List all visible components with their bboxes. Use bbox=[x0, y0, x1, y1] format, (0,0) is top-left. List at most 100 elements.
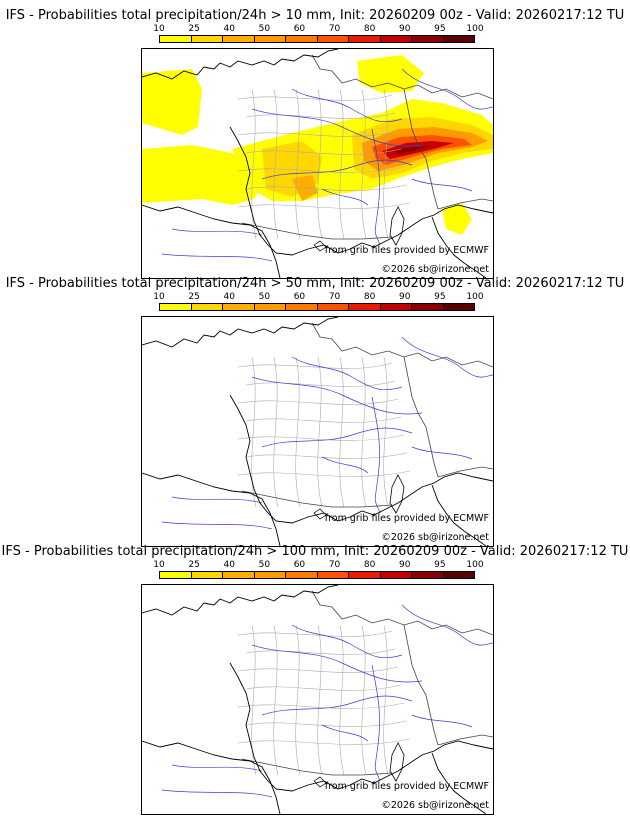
colorbar-segment bbox=[223, 304, 255, 310]
panel-title: IFS - Probabilities total precipitation/… bbox=[5, 8, 625, 23]
precip-area bbox=[357, 55, 424, 93]
department-line bbox=[245, 380, 396, 387]
country-border bbox=[403, 88, 439, 210]
corsica-outline bbox=[389, 474, 405, 514]
department-line bbox=[237, 94, 393, 101]
colorbar-tick-label: 50 bbox=[258, 560, 271, 570]
department-line bbox=[295, 356, 301, 508]
precip-probability bbox=[142, 55, 493, 235]
panel-title: IFS - Probabilities total precipitation/… bbox=[5, 276, 625, 291]
department-line bbox=[237, 434, 405, 441]
department-line bbox=[251, 624, 257, 776]
colorbar-segment bbox=[191, 572, 223, 578]
coastline bbox=[142, 49, 493, 256]
country-border bbox=[311, 322, 493, 368]
department-line bbox=[237, 470, 411, 477]
department-line bbox=[245, 184, 408, 191]
colorbar-tick-label: 100 bbox=[466, 24, 484, 34]
department-line bbox=[245, 648, 396, 655]
map-svg bbox=[142, 585, 493, 814]
colorbar-segment bbox=[380, 304, 412, 310]
colorbar-tick-label: 50 bbox=[258, 24, 271, 34]
colorbar-segment bbox=[349, 36, 381, 42]
colorbar-tick-label: 25 bbox=[188, 560, 200, 570]
department-line bbox=[273, 88, 279, 240]
department-borders bbox=[237, 624, 411, 776]
country-border bbox=[311, 54, 493, 100]
river bbox=[321, 456, 369, 474]
river bbox=[401, 68, 493, 110]
department-line bbox=[245, 720, 408, 727]
river bbox=[161, 521, 273, 530]
colorbar-segment bbox=[286, 572, 318, 578]
colorbar-tick-label: 100 bbox=[466, 560, 484, 570]
colorbar-segment bbox=[254, 36, 286, 42]
rivers bbox=[161, 604, 493, 798]
precip-area bbox=[142, 69, 202, 135]
colorbar-tick-label: 40 bbox=[223, 24, 235, 34]
river bbox=[261, 159, 413, 180]
panel-10mm: IFS - Probabilities total precipitation/… bbox=[0, 8, 630, 280]
colorbar-segment bbox=[443, 572, 474, 578]
department-line bbox=[383, 356, 389, 508]
colorbar-tick-label: 95 bbox=[434, 560, 446, 570]
department-line bbox=[237, 398, 399, 405]
river bbox=[161, 789, 273, 798]
rivers bbox=[161, 68, 493, 262]
colorbar-segment bbox=[254, 304, 286, 310]
colorbar-ticks: 10 25 40 50 60 70 80 90 95 100 bbox=[153, 560, 483, 571]
colorbar-tick-label: 80 bbox=[363, 24, 376, 34]
department-line bbox=[339, 356, 345, 508]
colorbar-tick-label: 40 bbox=[223, 292, 235, 302]
department-line bbox=[237, 738, 411, 745]
country-border bbox=[241, 222, 393, 240]
coastline bbox=[142, 317, 493, 524]
department-borders bbox=[237, 88, 411, 240]
colorbar-tick-label: 80 bbox=[363, 560, 376, 570]
panel-50mm: IFS - Probabilities total precipitation/… bbox=[0, 276, 630, 548]
country-border bbox=[437, 466, 493, 478]
rivers bbox=[161, 336, 493, 530]
map-france[interactable]: from grib files provided by ECMWF ©2026 … bbox=[141, 316, 494, 547]
department-line bbox=[245, 112, 396, 119]
department-line bbox=[237, 130, 399, 137]
department-line bbox=[317, 624, 323, 776]
source-credit: from grib files provided by ECMWF bbox=[324, 513, 489, 524]
island-outline bbox=[313, 776, 327, 788]
colorbar-tick-label: 95 bbox=[434, 292, 446, 302]
department-line bbox=[237, 166, 405, 173]
colorbar-segment bbox=[349, 572, 381, 578]
department-line bbox=[237, 202, 411, 209]
colorbar-tick-label: 10 bbox=[153, 560, 165, 570]
river bbox=[171, 228, 263, 236]
colorbar-segment bbox=[380, 36, 412, 42]
river bbox=[161, 253, 273, 262]
source-credit: from grib files provided by ECMWF bbox=[324, 245, 489, 256]
country-borders bbox=[241, 322, 493, 508]
colorbar-ticks: 10 25 40 50 60 70 80 90 95 100 bbox=[153, 24, 483, 35]
country-border bbox=[403, 356, 439, 478]
colorbar-segment bbox=[223, 572, 255, 578]
colorbar-segment bbox=[380, 572, 412, 578]
colorbar-segment bbox=[160, 36, 192, 42]
river bbox=[411, 178, 473, 192]
colorbar-segment bbox=[286, 304, 318, 310]
precip-area bbox=[442, 203, 472, 235]
river bbox=[371, 664, 381, 782]
map-france[interactable]: from grib files provided by ECMWF ©2026 … bbox=[141, 584, 494, 815]
colorbar-tick-label: 10 bbox=[153, 24, 165, 34]
colorbar-tick-label: 50 bbox=[258, 292, 271, 302]
coastline-italy bbox=[431, 484, 487, 546]
colorbar-tick-label: 100 bbox=[466, 292, 484, 302]
department-line bbox=[237, 666, 399, 673]
panel-title: IFS - Probabilities total precipitation/… bbox=[1, 544, 629, 559]
colorbar-tick-label: 95 bbox=[434, 24, 446, 34]
colorbar-segment bbox=[223, 36, 255, 42]
river bbox=[371, 128, 381, 246]
river bbox=[401, 336, 493, 378]
department-line bbox=[237, 630, 393, 637]
colorbar-ticks: 10 25 40 50 60 70 80 90 95 100 bbox=[153, 292, 483, 303]
colorbar-segment bbox=[412, 304, 444, 310]
map-france[interactable]: from grib files provided by ECMWF ©2026 … bbox=[141, 48, 494, 279]
colorbar-tick-label: 90 bbox=[399, 560, 411, 570]
